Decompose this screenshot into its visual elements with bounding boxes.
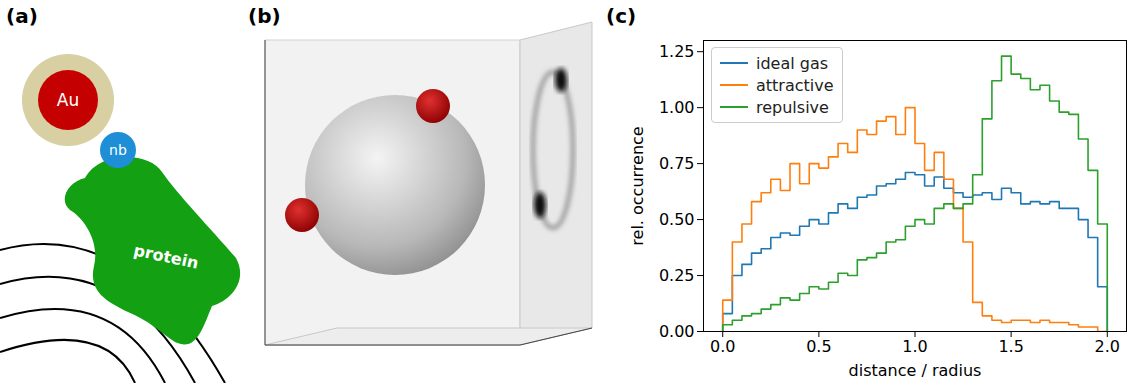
svg-text:Au: Au [57,90,79,110]
svg-text:0.5: 0.5 [806,337,831,356]
html-text:repulsive: repulsive [756,97,829,117]
svg-text:0.50: 0.50 [659,210,695,229]
html-text:(a): (a) [6,4,38,28]
html-text:attractive: attractive [756,75,834,95]
svg-text:rel. occurrence: rel. occurrence [628,126,647,245]
svg-text:0.00: 0.00 [659,322,695,341]
html-text:(c): (c) [606,4,637,28]
html-text:(b): (b) [248,4,281,28]
svg-text:distance / radius: distance / radius [849,361,982,380]
svg-text:0.0: 0.0 [710,337,735,356]
svg-text:1.25: 1.25 [659,42,695,61]
svg-text:nb: nb [109,142,127,158]
svg-text:2.0: 2.0 [1095,337,1120,356]
svg-text:1.00: 1.00 [659,98,695,117]
svg-text:1.0: 1.0 [902,337,927,356]
svg-text:0.25: 0.25 [659,266,695,285]
svg-text:0.75: 0.75 [659,154,695,173]
html-text:ideal gas: ideal gas [756,53,829,73]
svg-text:protein: protein [132,240,200,272]
svg-text:1.5: 1.5 [998,337,1023,356]
